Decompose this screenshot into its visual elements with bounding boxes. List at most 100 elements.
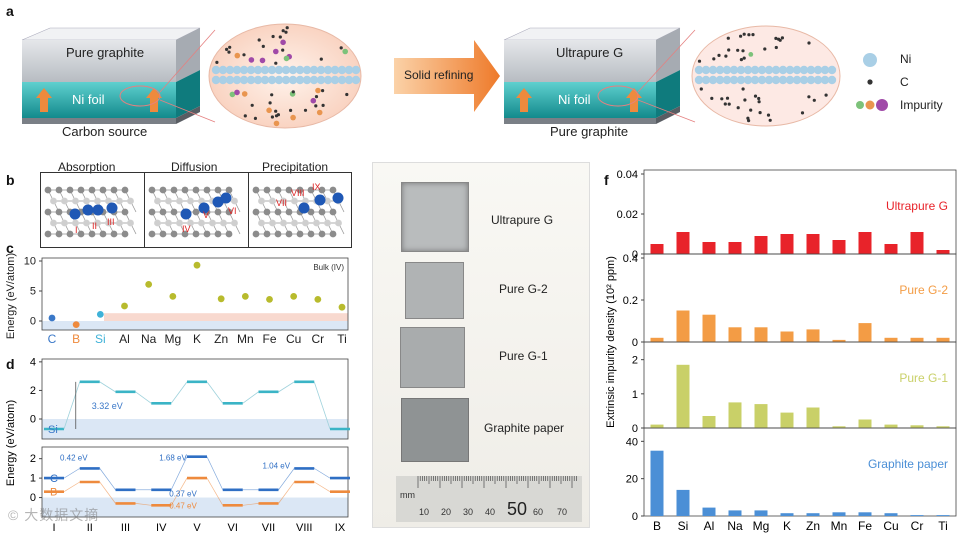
transition-line: [63, 481, 80, 493]
bar: [676, 232, 690, 254]
label-ultrapure-g: Ultrapure G: [491, 213, 554, 227]
ni-atom: [736, 65, 746, 75]
y-tick-label: 0: [632, 249, 638, 261]
x-tick-label: K: [783, 519, 791, 533]
lattice-atom: [318, 186, 326, 194]
carbon-atom: [727, 102, 731, 106]
panel-a-schematic: [21, 23, 888, 129]
lattice-atom: [148, 208, 156, 216]
lattice-atom: [291, 219, 298, 227]
lattice-atom: [83, 197, 90, 205]
data-point: [48, 314, 56, 322]
lattice-atom: [55, 230, 63, 238]
lattice-atom: [44, 186, 52, 194]
impurity-atom: [315, 87, 321, 94]
carbon-atom: [725, 96, 730, 100]
lattice-atom: [77, 186, 85, 194]
lattice-atom: [263, 186, 271, 194]
ni-atom: [771, 75, 781, 85]
lattice-atom: [105, 197, 112, 205]
ni-atom: [736, 75, 746, 85]
carbon-atom: [225, 47, 229, 52]
site-label-III: III: [107, 217, 115, 227]
ruler-tick-label: 60: [533, 507, 544, 517]
carbon-site-atom: [180, 208, 192, 220]
ni-atom: [764, 75, 774, 85]
impurity-atom: [241, 91, 248, 97]
lattice-atom: [44, 208, 52, 216]
ni-atom: [743, 75, 753, 85]
bar: [858, 512, 872, 516]
impurity-atom: [310, 97, 317, 104]
carbon-atom: [697, 59, 702, 63]
legend-c-marker: [867, 79, 873, 85]
impurity-atom: [273, 48, 279, 55]
sample-pure-g2: [405, 262, 464, 319]
up-arrow-icon: [36, 88, 52, 112]
x-tick-label: V: [193, 522, 201, 534]
ni-atom: [799, 75, 809, 85]
lattice-atom: [66, 230, 74, 238]
bar: [884, 513, 898, 516]
ni-atom: [246, 65, 256, 75]
solid-refining-arrow: [394, 40, 500, 112]
ni-atom: [211, 75, 221, 85]
transition-line: [170, 381, 188, 404]
y-tick-label: 0.4: [623, 253, 638, 265]
transition-line: [314, 468, 331, 479]
ni-atom: [337, 65, 347, 75]
lattice-atom: [285, 186, 293, 194]
transition-line: [278, 481, 295, 504]
carbon-atom: [736, 106, 740, 110]
ni-atom: [729, 65, 739, 75]
ni-atom: [792, 65, 802, 75]
lattice-atom: [170, 230, 178, 238]
transition-line: [63, 381, 81, 430]
lattice-atom: [192, 230, 200, 238]
data-point: [96, 311, 104, 318]
precipitation-title: Precipitation: [262, 160, 329, 174]
transition-line: [135, 503, 152, 506]
ni-atom: [757, 65, 767, 75]
bulk-annotation: Bulk (IV): [313, 263, 344, 272]
carbon-atom: [215, 60, 219, 64]
carbon-atom: [780, 36, 785, 40]
lattice-atom: [121, 230, 129, 238]
lattice-atom: [88, 230, 96, 238]
carbon-atom: [724, 54, 728, 58]
carbon-site-atom: [69, 208, 81, 220]
y-tick-label: 2: [30, 453, 36, 465]
x-tick-label: Na: [141, 332, 157, 346]
x-tick-label: Ti: [938, 519, 948, 533]
ni-atom: [225, 65, 235, 75]
plot-frame: [41, 446, 349, 518]
plot-frame: [41, 257, 349, 331]
lattice-atom: [110, 230, 118, 238]
bar: [832, 512, 846, 516]
transition-line: [313, 381, 331, 430]
ni-atom: [267, 75, 277, 85]
lattice-atom: [181, 186, 189, 194]
x-tick-label: Al: [119, 332, 130, 346]
bar: [858, 419, 872, 428]
y-tick-label: 0.2: [623, 295, 638, 307]
y-tick-label: 1: [30, 473, 36, 485]
lattice-atom: [121, 208, 129, 216]
ni-atom: [344, 65, 354, 75]
ruler-tick-label: 10: [419, 507, 430, 517]
bar: [650, 450, 664, 516]
lattice-atom: [50, 197, 57, 205]
ruler-tick-label: 20: [441, 507, 452, 517]
y-tick-label: 0: [632, 337, 638, 349]
plot-frame: [643, 427, 957, 517]
lattice-atom: [55, 186, 63, 194]
lattice-atom: [159, 208, 167, 216]
carbon-atom: [763, 47, 767, 51]
y-axis-label: Energy (eV/atom): [5, 400, 17, 486]
y-axis-label: Energy (eV/atom): [5, 253, 17, 339]
carbon-site-atom: [298, 202, 310, 214]
bar: [650, 244, 664, 254]
positive-band: [104, 313, 348, 321]
lattice-atom: [170, 208, 178, 216]
ni-atom: [302, 65, 312, 75]
